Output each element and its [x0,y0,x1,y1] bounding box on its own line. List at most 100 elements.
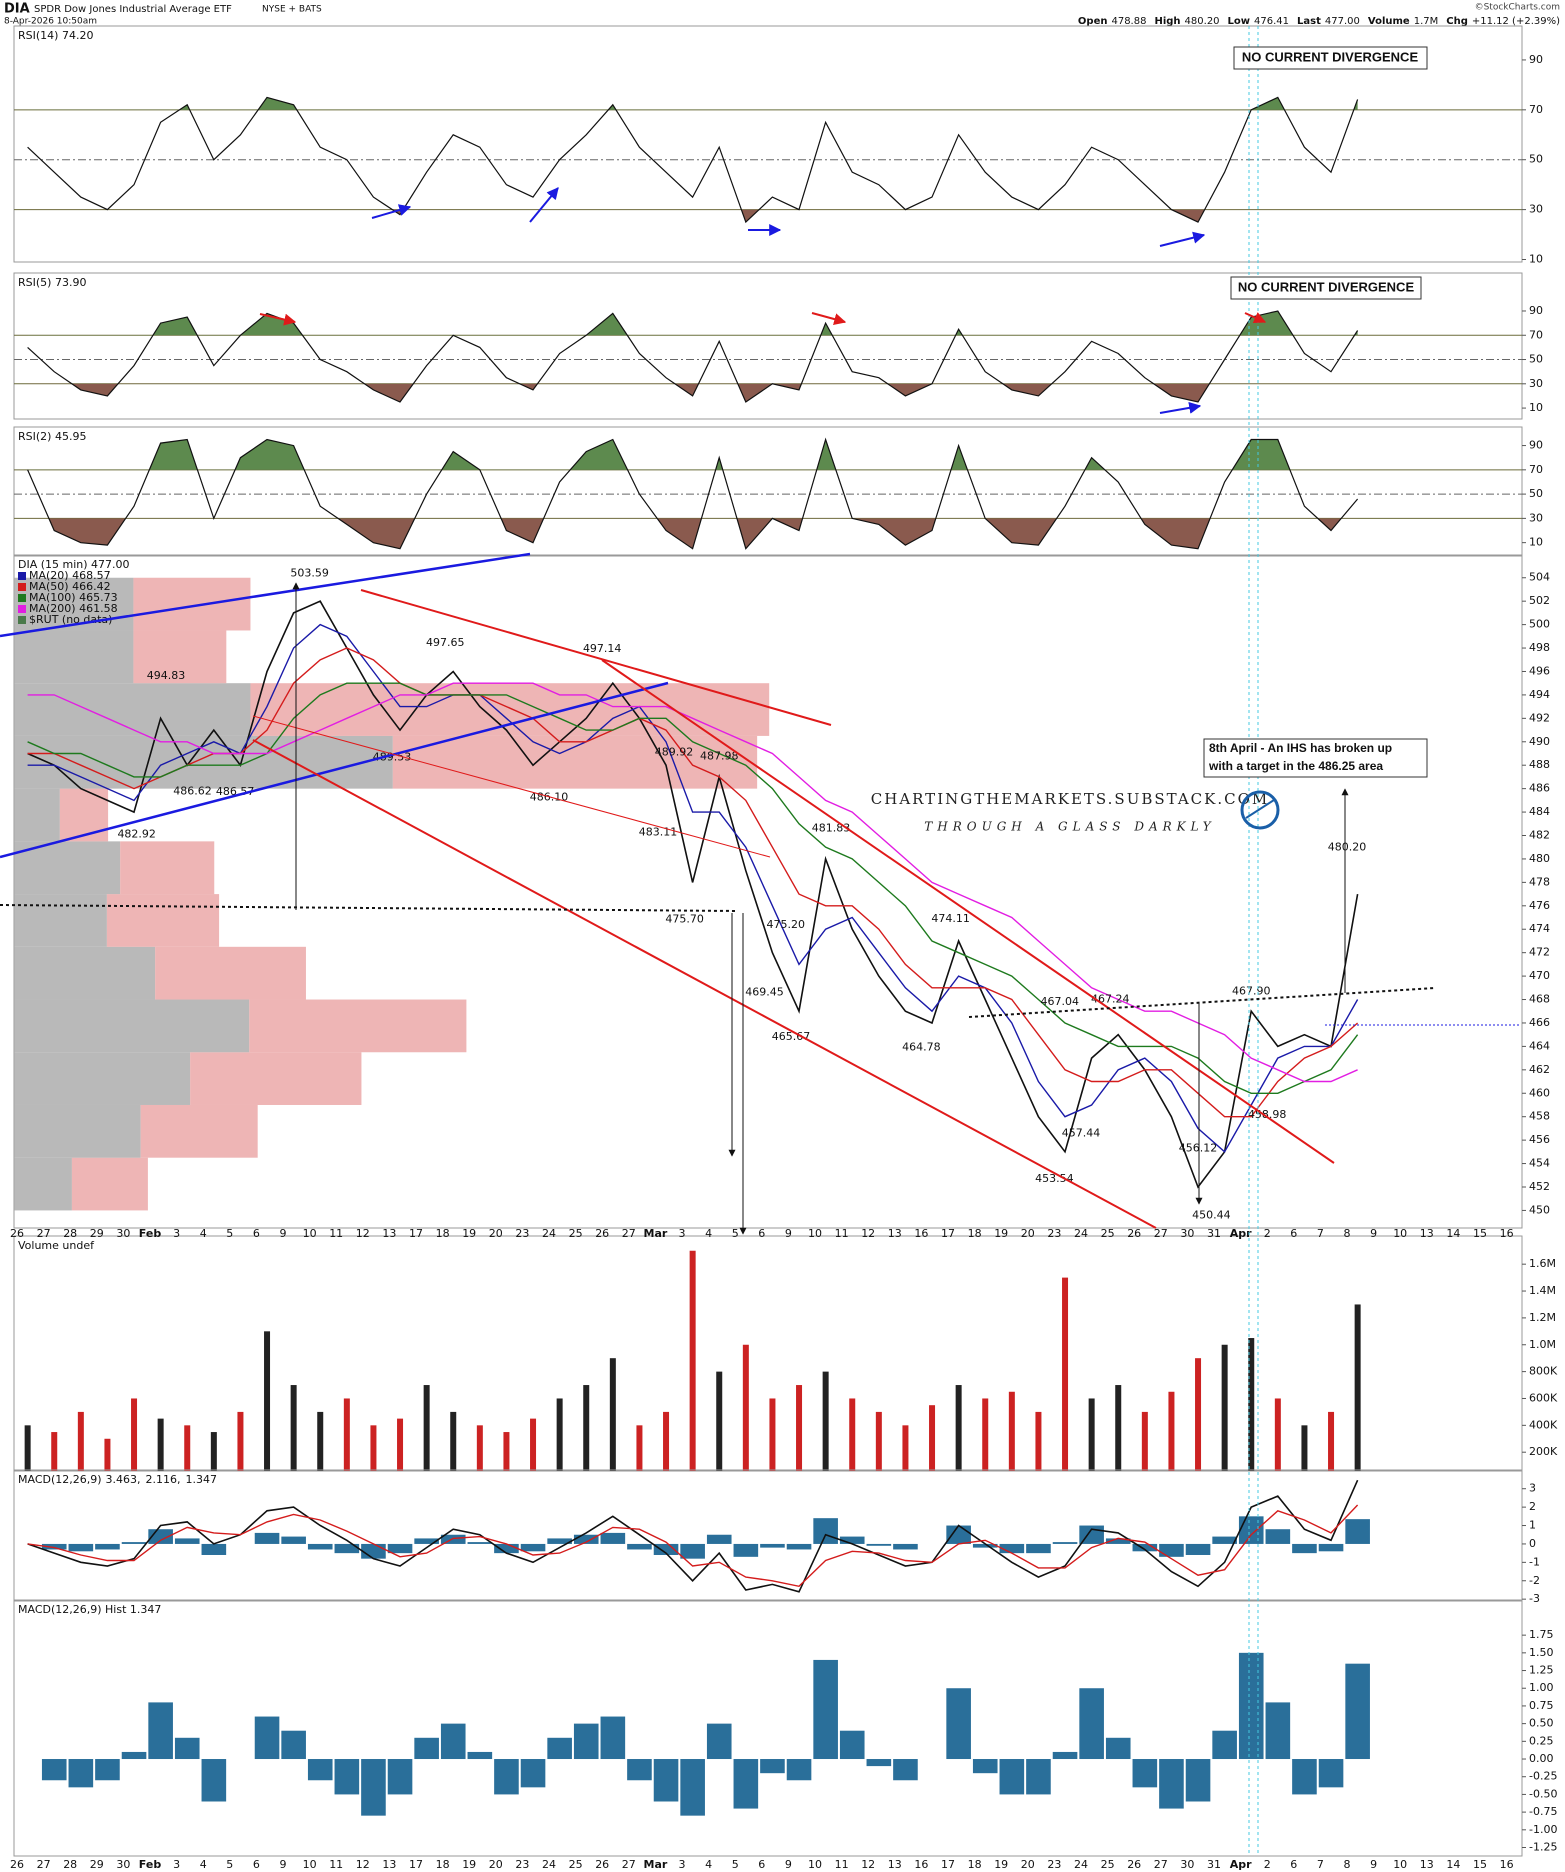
x-tick-label: 24 [542,1858,556,1871]
series-line [27,647,1359,1118]
x-tick-label: 18 [436,1227,450,1240]
y-tick-label: -0.50 [1529,1787,1557,1800]
x-tick-label: 19 [994,1227,1008,1240]
price-label: 486.57 [216,785,255,798]
trendline [360,589,832,726]
note: NO CURRENT DIVERGENCE [1242,49,1419,64]
x-tick-label: 10 [808,1858,822,1871]
histogram-bar [1105,1538,1131,1544]
y-tick-label: 1.25 [1529,1664,1554,1677]
price-label: 464.78 [902,1040,941,1053]
x-tick-label: 13 [1420,1858,1434,1871]
y-tick-label: -1.25 [1529,1841,1557,1854]
price-label: 481.83 [812,821,851,834]
histogram-bar [440,1723,466,1760]
histogram-bar [95,1543,120,1550]
oversold-fill [27,518,1358,549]
note-box [1233,46,1428,70]
histogram-bar [307,1543,333,1550]
histogram-bar [1185,1759,1211,1802]
x-tick-label: 25 [1101,1227,1115,1240]
y-tick-label: 450 [1529,1203,1550,1216]
y-tick-label: 500 [1529,618,1550,631]
y-tick-label: 462 [1529,1063,1550,1076]
y-tick-label: 1.50 [1529,1646,1554,1659]
histogram-bar [1026,1543,1051,1554]
volume-bar [370,1425,377,1471]
x-tick-label: 19 [462,1227,476,1240]
y-tick-label: 476 [1529,899,1550,912]
histogram-bar [494,1759,519,1795]
y-tick-label: 490 [1529,735,1550,748]
x-tick-label: 5 [226,1227,233,1240]
histogram-bar [1345,1663,1370,1760]
quote-label: Volume [1368,16,1410,27]
volume-bar [131,1398,138,1471]
panel-title: RSI(14) 74.20 [18,29,93,42]
x-tick-label: 26 [1127,1227,1141,1240]
panel-title: DIA (15 min) 477.00 [18,558,130,571]
volume-profile-bar [392,735,758,789]
quote-label: Low [1228,16,1250,27]
histogram-bar [946,1525,971,1544]
x-tick-label: 11 [329,1227,343,1240]
divergence-arrow [529,187,559,223]
histogram-bar [999,1543,1025,1554]
x-tick-label: 2 [1264,1858,1271,1871]
x-tick-label: 8 [1344,1227,1351,1240]
price-label: 453.54 [1035,1172,1074,1185]
note: with a target in the 486.25 area [1208,759,1383,773]
price-label: 497.65 [426,636,465,649]
y-tick-label: 480 [1529,852,1550,865]
x-tick-label: 30 [116,1227,130,1240]
price-label: 489.92 [655,746,694,759]
volume-profile-bar [14,1157,72,1211]
histogram-bar [1318,1759,1344,1788]
indicator-line [27,96,1359,224]
volume-bar [157,1418,164,1471]
volume-profile-bar [155,946,306,1000]
price-label: 465.67 [772,1030,811,1043]
histogram-bar [866,1543,892,1546]
histogram-bar [706,1723,732,1760]
x-tick-label: 31 [1207,1227,1221,1240]
x-tick-label: 25 [1101,1858,1115,1871]
histogram-bar [680,1543,705,1559]
x-tick-label: 27 [622,1227,636,1240]
histogram-bar [573,1723,599,1760]
histogram-bar [627,1543,652,1550]
price-label: 475.20 [766,918,805,931]
y-tick-label: 90 [1529,53,1543,66]
exchange: NYSE + BATS [262,5,322,15]
quote-value: 476.41 [1254,16,1289,27]
y-tick-label: 90 [1529,304,1543,317]
histogram-bar [1212,1536,1237,1544]
quote-label: High [1154,16,1180,27]
histogram-bar [520,1759,546,1788]
x-tick-label: 5 [732,1227,739,1240]
y-tick-label: 200K [1529,1445,1558,1458]
histogram-bar [1159,1543,1184,1557]
quote-value: 1.7M [1414,16,1439,27]
y-tick-label: 472 [1529,946,1550,959]
y-tick-label: 482 [1529,829,1550,842]
x-tick-label: 6 [253,1858,260,1871]
y-tick-label: 70 [1529,103,1543,116]
y-tick-label: 30 [1529,377,1543,390]
volume-bar [636,1425,643,1471]
volume-bar [742,1344,749,1471]
histogram-bar [334,1759,360,1795]
x-tick-label: 20 [489,1858,503,1871]
volume-bar [796,1385,803,1471]
legend-swatch [18,572,26,580]
x-tick-label: 11 [835,1858,849,1871]
x-tick-label: 14 [1446,1858,1460,1871]
quote-value: 478.88 [1111,16,1146,27]
y-tick-label: -3 [1529,1592,1540,1605]
price-label: 474.11 [931,912,970,925]
y-tick-label: 1 [1529,1519,1536,1532]
x-tick-label: 12 [356,1227,370,1240]
volume-profile-bar [190,1052,362,1105]
indicator-line [27,310,1359,403]
histogram-bar [1185,1543,1211,1555]
